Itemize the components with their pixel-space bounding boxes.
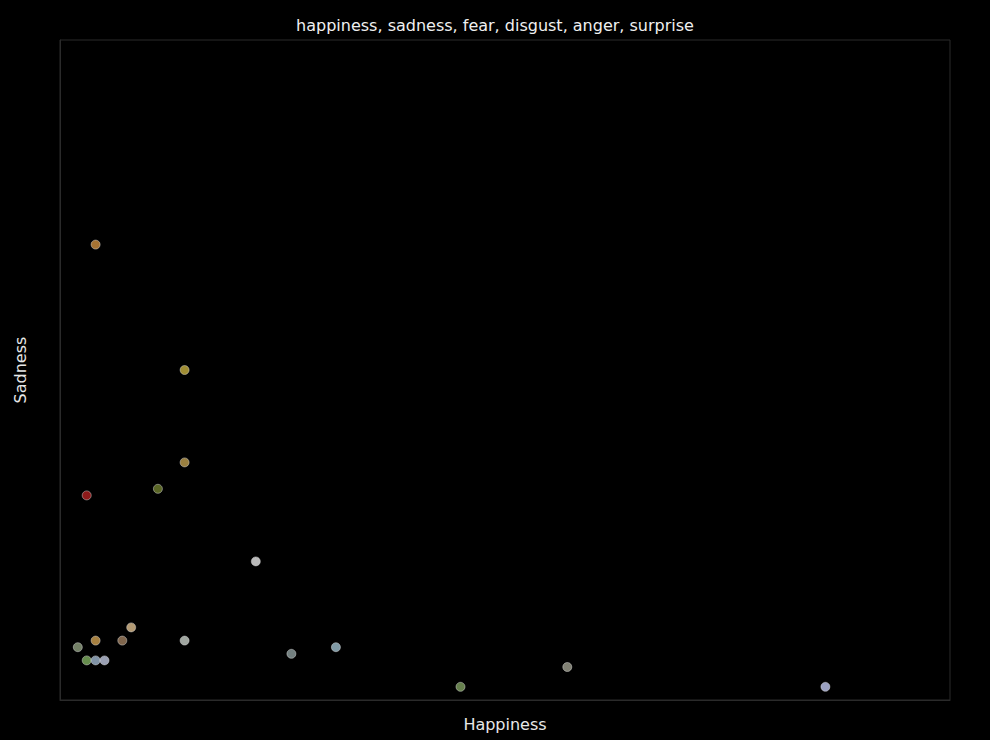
svg-text:Happiness: Happiness bbox=[463, 715, 546, 734]
svg-text:Sadness: Sadness bbox=[11, 337, 30, 404]
svg-text:happiness, sadness, fear, disg: happiness, sadness, fear, disgust, anger… bbox=[296, 16, 694, 35]
